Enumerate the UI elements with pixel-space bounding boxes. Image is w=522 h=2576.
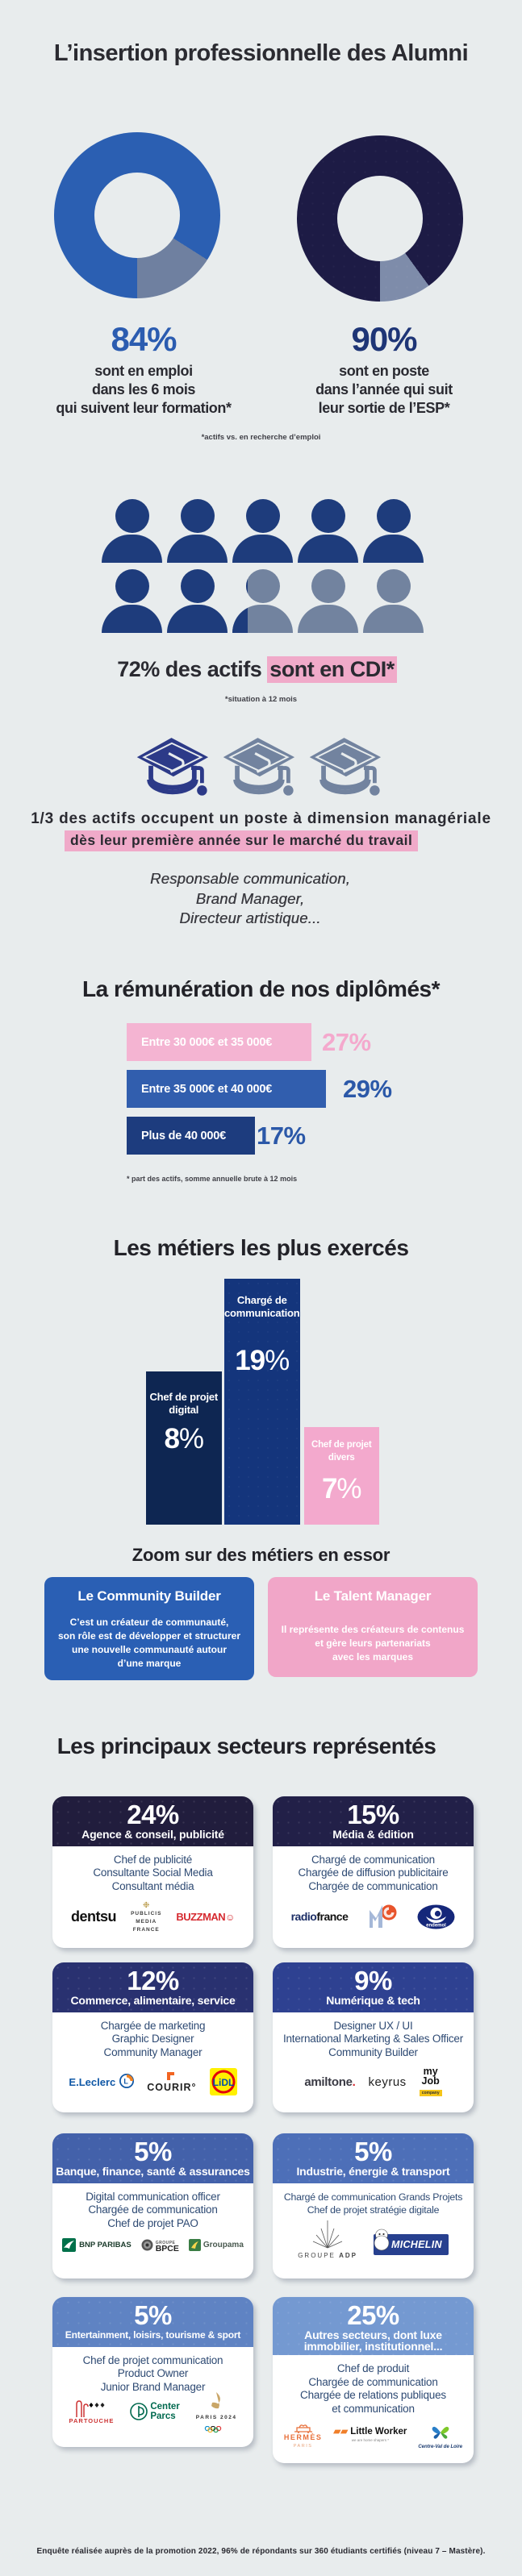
svg-text:LiDL: LiDL xyxy=(212,2077,234,2088)
svg-text:L: L xyxy=(124,2078,129,2086)
svg-text:endemol: endemol xyxy=(427,1923,447,1928)
